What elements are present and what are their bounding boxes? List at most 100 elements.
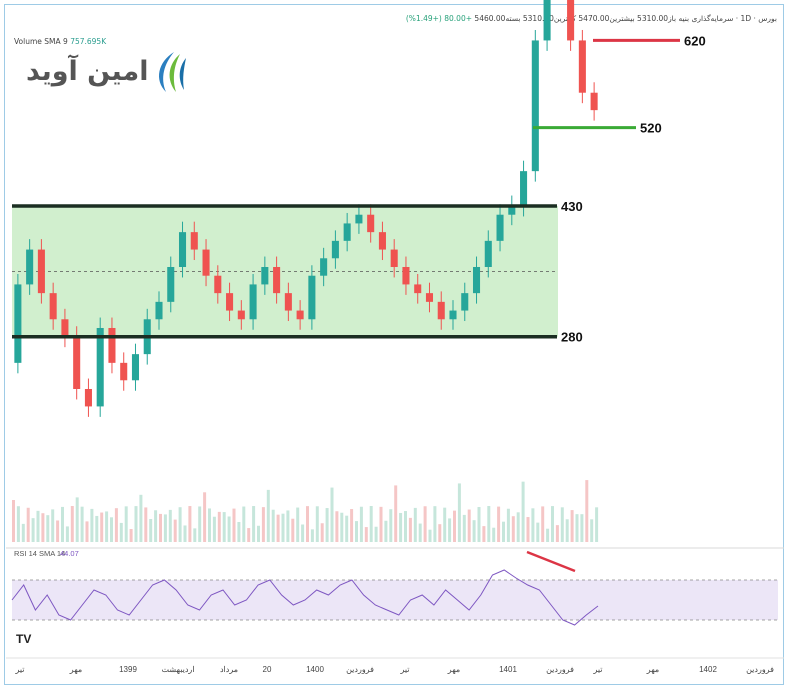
candle-body (73, 336, 81, 389)
volume-bar (516, 512, 520, 542)
x-tick-label: مرداد (220, 665, 238, 674)
candle-body (96, 327, 104, 407)
candle-body (484, 240, 492, 267)
volume-bar (105, 511, 109, 542)
candle-body (120, 362, 128, 381)
ohlc-values: باز5310.00 بیشترین5470.00 کمترین5310.00 … (474, 14, 677, 23)
x-tick-label: مهر (447, 665, 460, 674)
volume-bar (438, 524, 442, 542)
candle-body (226, 293, 234, 311)
volume-bar (271, 509, 275, 542)
x-tick-label: 1402 (699, 665, 717, 674)
x-tick-label: تیر (592, 665, 602, 674)
volume-bar (423, 506, 427, 542)
x-tick-label: فروردین (746, 665, 774, 674)
volume-bar (418, 523, 422, 542)
volume-bar (90, 508, 94, 542)
volume-bar (531, 508, 535, 542)
x-tick-label: 1399 (119, 665, 137, 674)
volume-bar (188, 506, 192, 542)
volume-bar (286, 510, 290, 542)
volume-bar (467, 509, 471, 542)
volume-bar (448, 518, 452, 542)
volume-bar (252, 506, 256, 542)
candle-body (61, 319, 69, 337)
volume-bar (208, 508, 211, 542)
candle-body (543, 0, 551, 41)
level-label-520: 520 (640, 121, 662, 136)
volume-bar (335, 511, 339, 542)
candle-body (167, 266, 175, 302)
volume-value: 757.695K (70, 37, 107, 46)
volume-bar (276, 514, 280, 542)
volume-bar (56, 520, 60, 542)
volume-bar (261, 507, 265, 542)
volume-bar (565, 519, 569, 542)
volume-bar (134, 506, 138, 542)
candle-body (520, 171, 528, 206)
volume-bar (144, 507, 148, 542)
price-change: +80.00 (+1.49%) (405, 14, 473, 23)
volume-bar (546, 528, 550, 542)
volume-bar (541, 506, 545, 542)
volume-bar (521, 481, 525, 542)
volume-bar (193, 528, 197, 542)
candle-body (531, 40, 539, 172)
volume-bar (551, 506, 554, 542)
x-tick-label: مهر (69, 665, 82, 674)
volume-bar (100, 512, 104, 542)
candle-body (308, 275, 316, 320)
volume-bar (41, 513, 45, 542)
volume-bar (511, 516, 515, 542)
volume-bar (168, 509, 172, 542)
volume-bar (492, 527, 496, 542)
volume-bar (477, 507, 481, 542)
level-label-430: 430 (561, 199, 583, 214)
candle-body (437, 301, 445, 320)
x-tick-label: 1401 (499, 665, 517, 674)
volume-bar (315, 506, 319, 542)
volume-bar (497, 506, 501, 542)
candle-body (425, 293, 434, 302)
candle-body (367, 214, 375, 233)
volume-bar (139, 494, 143, 542)
volume-bar (159, 513, 162, 542)
volume-bar (178, 507, 182, 542)
volume-label: Volume SMA 9 (14, 37, 68, 46)
volume-bar (408, 517, 412, 542)
candle-body (296, 310, 304, 320)
candle-body (590, 92, 598, 111)
candle-body (37, 249, 45, 294)
volume-bar (266, 489, 270, 542)
candle-body (261, 266, 269, 285)
volume-bar (110, 517, 113, 542)
volume-bar (65, 526, 69, 542)
time-axis: تیر مهر 1399 اردیبهشت مرداد 20 1400 فروردین تیر م… (6, 657, 784, 674)
volume-bar (428, 529, 432, 542)
candle-body (461, 293, 469, 311)
volume-bar (482, 526, 486, 542)
logo-mark-icon (159, 52, 186, 92)
symbol-label: بورس · 1D · سرمایه‌گذاری بنیه (678, 14, 777, 23)
candle-body (320, 258, 328, 276)
volume-bar (173, 519, 177, 542)
volume-bar (119, 522, 123, 542)
volume-bar (457, 483, 461, 542)
volume-bar (46, 515, 50, 542)
volume-bar (114, 508, 118, 542)
volume-bar (320, 523, 324, 542)
candle-body (449, 310, 457, 320)
volume-bar (555, 525, 559, 542)
rsi-line (11, 569, 599, 626)
volume-bar (404, 511, 407, 542)
volume-bar (580, 514, 584, 542)
candle-body (108, 327, 116, 363)
volume-bar (257, 525, 260, 542)
volume-bar (242, 506, 246, 542)
logo-text: امین آوید (26, 56, 149, 87)
candle-body (508, 205, 516, 215)
candle-body (355, 214, 363, 224)
volume-bar (198, 506, 202, 542)
volume-bar (399, 512, 403, 542)
